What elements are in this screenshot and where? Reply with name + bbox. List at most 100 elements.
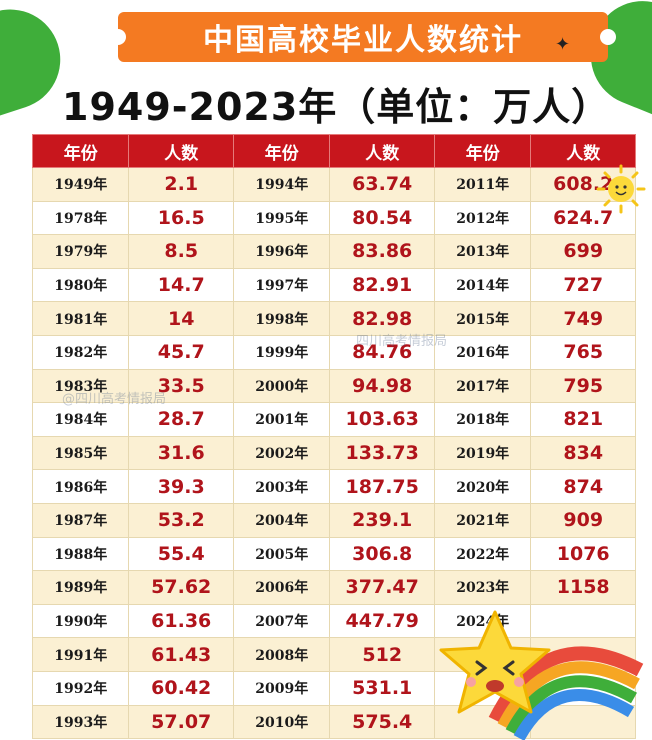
graduates-count-cell: 795 <box>530 368 636 404</box>
graduates-count-cell: 531.1 <box>329 670 435 706</box>
graduates-count-cell: 512 <box>329 637 435 672</box>
page-subtitle: 1949-2023年（单位：万人） <box>62 85 611 129</box>
graduates-count-cell: 447.79 <box>329 603 435 639</box>
graduates-count-cell: 57.62 <box>128 570 234 605</box>
table-row: 1983年 33.5 2000年 94.98 2017年 795 <box>31 368 636 404</box>
graduates-count-cell: 306.8 <box>329 536 435 572</box>
banner-notch-right <box>600 29 616 45</box>
year-cell: 2020年 <box>433 469 532 504</box>
graduates-count-cell: 33.5 <box>128 368 234 404</box>
year-cell: 1978年 <box>31 200 130 236</box>
graduates-count-cell: 377.47 <box>329 570 435 605</box>
table-row: 1949年 2.1 1994年 63.74 2011年 608.2 <box>31 167 636 202</box>
year-cell: 1979年 <box>31 234 130 269</box>
header-count: 人数 <box>128 134 234 168</box>
table-row: 1993年 57.07 2010年 575.4 <box>31 704 636 740</box>
year-cell: 2005年 <box>232 536 331 572</box>
graduates-count-cell: 57.07 <box>128 704 234 740</box>
year-cell: 2011年 <box>433 167 532 202</box>
header-year: 年份 <box>232 134 331 168</box>
year-cell: 2013年 <box>433 234 532 269</box>
graduates-count-cell: 187.75 <box>329 469 435 504</box>
year-cell: 2003年 <box>232 469 331 504</box>
graduates-count-cell: 821 <box>530 402 636 437</box>
year-cell: 2002年 <box>232 435 331 471</box>
year-cell: 2023年 <box>433 570 532 605</box>
table-row: 1979年 8.5 1996年 83.86 2013年 699 <box>31 234 636 269</box>
graduates-count-cell: 14 <box>128 301 234 336</box>
year-cell: 2021年 <box>433 502 532 538</box>
year-cell: 1999年 <box>232 334 331 370</box>
star-mascot-rainbow-icon <box>439 610 644 740</box>
year-cell: 2012年 <box>433 200 532 236</box>
table-row: 1978年 16.5 1995年 80.54 2012年 624.7 <box>31 200 636 236</box>
graduates-count-cell: 1076 <box>530 536 636 572</box>
table-row: 1981年 14 1998年 82.98 2015年 749 <box>31 301 636 336</box>
year-cell: 1984年 <box>31 402 130 437</box>
year-cell: 2008年 <box>232 637 331 672</box>
year-cell: 1994年 <box>232 167 331 202</box>
graduates-count-cell: 53.2 <box>128 502 234 538</box>
graduates-count-cell: 749 <box>530 301 636 336</box>
table-row: 1980年 14.7 1997年 82.91 2014年 727 <box>31 267 636 303</box>
table-row: 1990年 61.36 2007年 447.79 2024年 <box>31 603 636 639</box>
sun-sticker-icon <box>596 164 646 214</box>
year-cell: 1990年 <box>31 603 130 639</box>
graduates-count-cell <box>530 603 636 639</box>
year-cell: 2001年 <box>232 402 331 437</box>
year-cell: 1985年 <box>31 435 130 471</box>
graduates-count-cell: 80.54 <box>329 200 435 236</box>
year-cell: 1949年 <box>31 167 130 202</box>
graduates-count-cell: 82.91 <box>329 267 435 303</box>
graduates-count-cell: 83.86 <box>329 234 435 269</box>
year-cell: 1987年 <box>31 502 130 538</box>
page-title: 中国高校毕业人数统计 <box>203 23 523 58</box>
year-cell: 2016年 <box>433 334 532 370</box>
year-cell: 2009年 <box>232 670 331 706</box>
banner-notch-left <box>110 29 126 45</box>
table-row: 1987年 53.2 2004年 239.1 2021年 909 <box>31 502 636 538</box>
year-cell: 2014年 <box>433 267 532 303</box>
title-banner: 中国高校毕业人数统计 <box>110 12 616 62</box>
graduates-count-cell: 765 <box>530 334 636 370</box>
graduates-count-cell: 61.36 <box>128 603 234 639</box>
table-row: 1985年 31.6 2002年 133.73 2019年 834 <box>31 435 636 471</box>
year-cell: 1980年 <box>31 267 130 303</box>
year-cell: 1983年 <box>31 368 130 404</box>
year-cell: 2010年 <box>232 704 331 740</box>
year-cell: 2022年 <box>433 536 532 572</box>
year-cell: 2019年 <box>433 435 532 471</box>
year-cell: 2007年 <box>232 603 331 639</box>
year-cell: 1995年 <box>232 200 331 236</box>
sparkle-icon: ✦ <box>555 34 571 55</box>
year-cell: 2004年 <box>232 502 331 538</box>
graduates-count-cell: 82.98 <box>329 301 435 336</box>
year-cell: 1981年 <box>31 301 130 336</box>
graduates-table: 年份 人数 年份 人数 年份 人数 1949年 2.1 1994年 63.74 2011年 608.… <box>31 134 636 740</box>
table-row: 1986年 39.3 2003年 187.75 2020年 874 <box>31 469 636 504</box>
header-count: 人数 <box>329 134 435 168</box>
graduates-count-cell: 84.76 <box>329 334 435 370</box>
graduates-count-cell: 909 <box>530 502 636 538</box>
table-row: 1984年 28.7 2001年 103.63 2018年 821 <box>31 402 636 437</box>
year-cell: 2006年 <box>232 570 331 605</box>
graduates-count-cell: 55.4 <box>128 536 234 572</box>
graduates-count-cell: 103.63 <box>329 402 435 437</box>
graduates-count-cell: 834 <box>530 435 636 471</box>
graduates-count-cell: 28.7 <box>128 402 234 437</box>
table-row: 1982年 45.7 1999年 84.76 2016年 765 <box>31 334 636 370</box>
graduates-count-cell: 61.43 <box>128 637 234 672</box>
graduates-count-cell: 727 <box>530 267 636 303</box>
header-year: 年份 <box>31 134 130 168</box>
year-cell: 1988年 <box>31 536 130 572</box>
graduates-count-cell: 2.1 <box>128 167 234 202</box>
header-count: 人数 <box>530 134 636 168</box>
graduates-count-cell: 14.7 <box>128 267 234 303</box>
year-cell: 1992年 <box>31 670 130 706</box>
header-year: 年份 <box>433 134 532 168</box>
graduates-count-cell: 45.7 <box>128 334 234 370</box>
graduates-count-cell: 699 <box>530 234 636 269</box>
graduates-count-cell: 133.73 <box>329 435 435 471</box>
year-cell: 1998年 <box>232 301 331 336</box>
